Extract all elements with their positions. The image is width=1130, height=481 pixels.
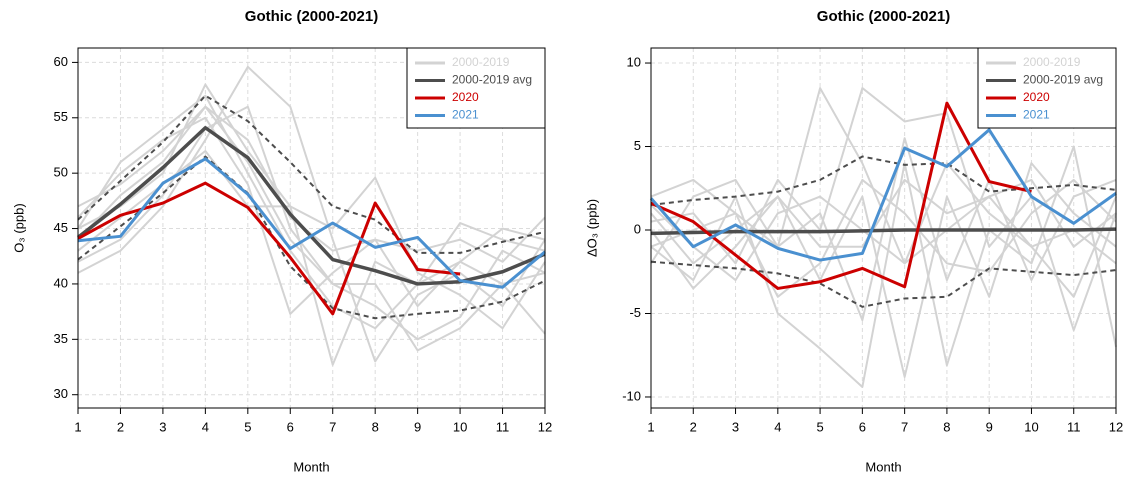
x-tick-label: 8 xyxy=(943,419,950,434)
legend-label: 2021 xyxy=(1023,108,1050,122)
reference-year-line xyxy=(650,162,1117,282)
x-tick-label: 3 xyxy=(159,419,166,434)
y-tick-label: -10 xyxy=(622,388,641,403)
y-tick-label: 50 xyxy=(54,165,68,180)
band-line xyxy=(77,94,546,254)
plot-frame xyxy=(77,47,546,409)
x-tick-label: 10 xyxy=(1024,419,1038,434)
plot-frame xyxy=(650,47,1117,409)
x-axis-label: Month xyxy=(865,459,901,474)
series-line xyxy=(650,227,1117,236)
x-tick-label: 2 xyxy=(117,419,124,434)
y-tick-label: 0 xyxy=(634,221,641,236)
x-axis-label: Month xyxy=(293,459,329,474)
x-tick-label: 11 xyxy=(496,419,510,434)
x-tick-label: 7 xyxy=(901,419,908,434)
reference-year-line xyxy=(650,145,1117,388)
x-tick-label: 6 xyxy=(859,419,866,434)
reference-year-line xyxy=(77,150,546,330)
y-tick-label: 10 xyxy=(627,54,641,69)
x-tick-label: 8 xyxy=(372,419,379,434)
x-tick-label: 9 xyxy=(986,419,993,434)
x-tick-label: 4 xyxy=(774,419,781,434)
reference-year-line xyxy=(650,178,1117,298)
legend-label: 2020 xyxy=(1023,90,1050,104)
legend-label: 2021 xyxy=(452,108,479,122)
y-tick-label: 30 xyxy=(54,386,68,401)
reference-year-line xyxy=(650,162,1117,378)
reference-year-line xyxy=(77,105,546,341)
legend-label: 2000-2019 avg xyxy=(1023,73,1103,87)
series-line xyxy=(77,157,546,289)
reference-year-line xyxy=(77,94,546,330)
x-tick-label: 4 xyxy=(202,419,209,434)
x-tick-label: 9 xyxy=(414,419,421,434)
series-line xyxy=(650,101,1032,290)
legend-label: 2000-2019 xyxy=(1023,55,1081,69)
y-tick-label: -5 xyxy=(629,305,641,320)
x-tick-label: 12 xyxy=(1109,419,1123,434)
y-axis-label: O₃ (ppb) xyxy=(11,203,26,252)
x-tick-label: 1 xyxy=(74,419,81,434)
series-line xyxy=(649,128,1117,262)
x-tick-label: 2 xyxy=(690,419,697,434)
reference-year-line xyxy=(77,116,546,315)
x-tick-label: 5 xyxy=(816,419,823,434)
legend-label: 2000-2019 avg xyxy=(452,73,532,87)
reference-year-line xyxy=(77,105,546,352)
band-line xyxy=(650,155,1117,206)
x-tick-label: 6 xyxy=(287,419,294,434)
y-tick-label: 60 xyxy=(54,54,68,69)
chart-title: Gothic (2000-2021) xyxy=(817,8,950,25)
y-tick-label: 35 xyxy=(54,331,68,346)
x-tick-label: 11 xyxy=(1067,419,1081,434)
legend-label: 2020 xyxy=(452,90,479,104)
y-tick-label: 40 xyxy=(54,275,68,290)
x-tick-label: 10 xyxy=(453,419,467,434)
legend-label: 2000-2019 xyxy=(452,55,510,69)
reference-year-line xyxy=(650,178,1117,298)
y-tick-label: 5 xyxy=(634,138,641,153)
chart-title: Gothic (2000-2021) xyxy=(245,8,378,25)
x-tick-label: 5 xyxy=(244,419,251,434)
x-tick-label: 12 xyxy=(538,419,552,434)
y-axis-label: ΔO₃ (ppb) xyxy=(584,199,599,257)
y-tick-label: 45 xyxy=(54,220,68,235)
x-tick-label: 3 xyxy=(732,419,739,434)
y-tick-label: 55 xyxy=(54,109,68,124)
x-tick-label: 7 xyxy=(329,419,336,434)
x-tick-label: 1 xyxy=(647,419,654,434)
